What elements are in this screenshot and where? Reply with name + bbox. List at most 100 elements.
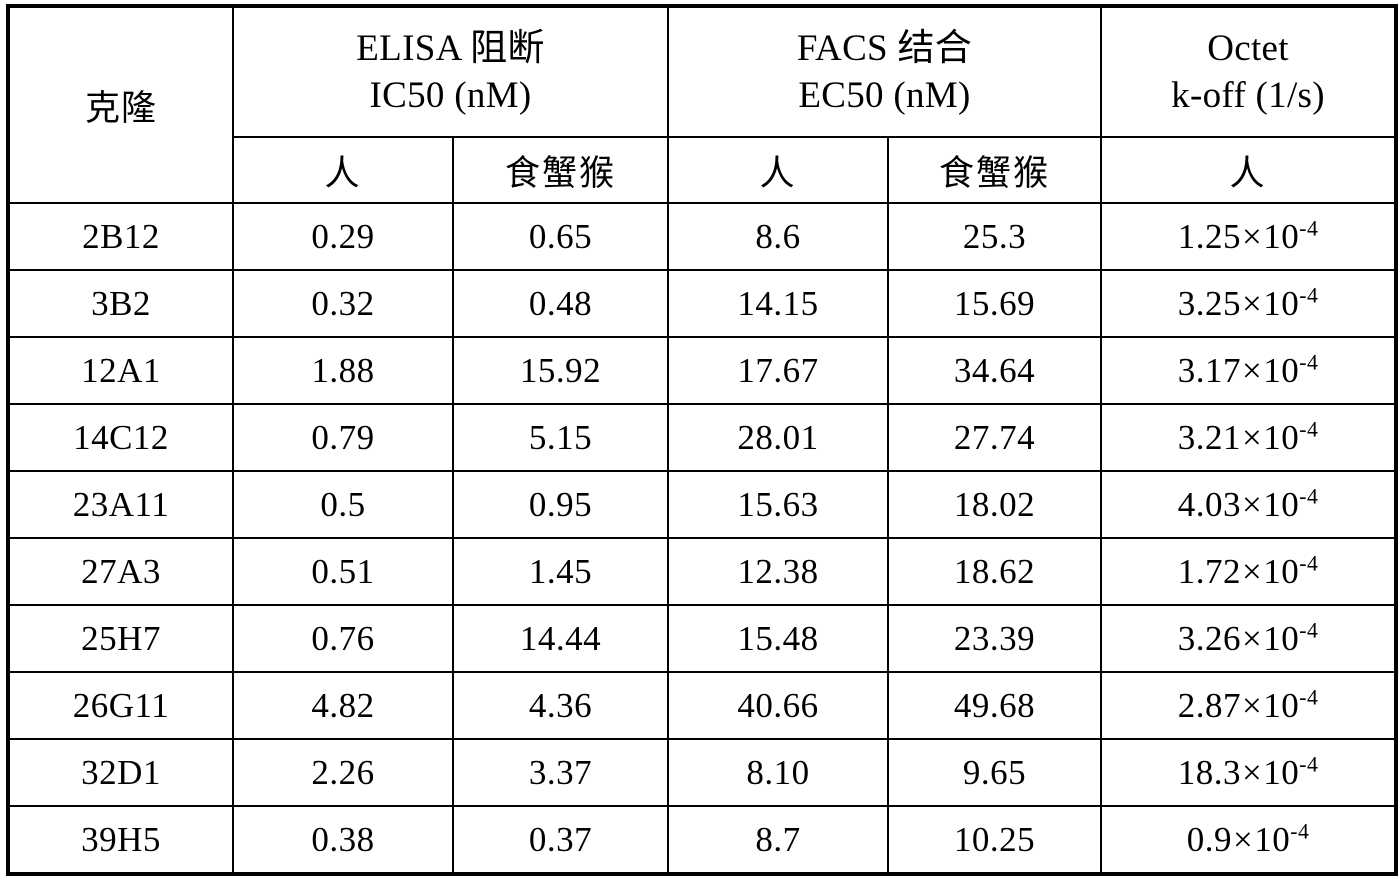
cell-octet-koff: 18.3×10-4 [1101,739,1396,806]
facs-header-line2: EC50 (nM) [669,72,1100,119]
table-row: 14C12 0.79 5.15 28.01 27.74 3.21×10-4 [8,404,1396,471]
cell-elisa-human: 0.38 [233,806,453,874]
octet-exponent: -4 [1299,216,1318,240]
table-row: 2B12 0.29 0.65 8.6 25.3 1.25×10-4 [8,203,1396,270]
cell-elisa-human: 2.26 [233,739,453,806]
cell-facs-human: 15.63 [668,471,888,538]
octet-base: 10 [1263,552,1299,591]
octet-exponent: -4 [1299,551,1318,575]
octet-mantissa: 1.72 [1178,552,1241,591]
cell-elisa-human: 0.76 [233,605,453,672]
cell-elisa-human: 0.5 [233,471,453,538]
table-row: 12A1 1.88 15.92 17.67 34.64 3.17×10-4 [8,337,1396,404]
cell-facs-human: 8.10 [668,739,888,806]
cell-octet-koff: 3.26×10-4 [1101,605,1396,672]
octet-exponent: -4 [1290,819,1309,843]
cell-facs-human: 8.6 [668,203,888,270]
table-row: 27A3 0.51 1.45 12.38 18.62 1.72×10-4 [8,538,1396,605]
cell-clone: 12A1 [8,337,233,404]
cell-octet-koff: 3.17×10-4 [1101,337,1396,404]
cell-octet-koff: 1.72×10-4 [1101,538,1396,605]
cell-elisa-human: 0.79 [233,404,453,471]
cell-facs-cyno: 15.69 [888,270,1101,337]
cell-facs-cyno: 9.65 [888,739,1101,806]
column-group-header-octet: Octet k-off (1/s) [1101,6,1396,137]
cell-facs-human: 8.7 [668,806,888,874]
cell-clone: 23A11 [8,471,233,538]
multiply-symbol: × [1241,418,1263,457]
column-group-header-facs: FACS 结合 EC50 (nM) [668,6,1101,137]
octet-base: 10 [1263,217,1299,256]
octet-mantissa: 4.03 [1178,485,1241,524]
column-group-header-elisa: ELISA 阻断 IC50 (nM) [233,6,668,137]
cell-clone: 26G11 [8,672,233,739]
table-row: 39H5 0.38 0.37 8.7 10.25 0.9×10-4 [8,806,1396,874]
octet-base: 10 [1263,284,1299,323]
table-container: 克隆 ELISA 阻断 IC50 (nM) FACS 结合 EC50 (nM) … [0,0,1398,858]
cell-octet-koff: 0.9×10-4 [1101,806,1396,874]
table-body: 2B12 0.29 0.65 8.6 25.3 1.25×10-4 3B2 0.… [8,203,1396,874]
table-header: 克隆 ELISA 阻断 IC50 (nM) FACS 结合 EC50 (nM) … [8,6,1396,203]
cell-octet-koff: 2.87×10-4 [1101,672,1396,739]
cell-clone: 2B12 [8,203,233,270]
table-row: 32D1 2.26 3.37 8.10 9.65 18.3×10-4 [8,739,1396,806]
octet-exponent: -4 [1299,350,1318,374]
cell-elisa-human: 0.51 [233,538,453,605]
subheader-facs-human: 人 [668,137,888,203]
header-row-groups: 克隆 ELISA 阻断 IC50 (nM) FACS 结合 EC50 (nM) … [8,6,1396,137]
cell-elisa-human: 0.29 [233,203,453,270]
subheader-octet-human: 人 [1101,137,1396,203]
multiply-symbol: × [1241,753,1263,792]
cell-elisa-cyno: 4.36 [453,672,668,739]
octet-exponent: -4 [1299,283,1318,307]
cell-elisa-human: 0.32 [233,270,453,337]
multiply-symbol: × [1241,686,1263,725]
multiply-symbol: × [1241,217,1263,256]
table-row: 25H7 0.76 14.44 15.48 23.39 3.26×10-4 [8,605,1396,672]
table-row: 26G11 4.82 4.36 40.66 49.68 2.87×10-4 [8,672,1396,739]
octet-header-line2: k-off (1/s) [1102,72,1394,119]
multiply-symbol: × [1232,820,1254,859]
octet-exponent: -4 [1299,752,1318,776]
octet-mantissa: 3.21 [1178,418,1241,457]
multiply-symbol: × [1241,284,1263,323]
octet-base: 10 [1263,753,1299,792]
octet-mantissa: 1.25 [1178,217,1241,256]
octet-exponent: -4 [1299,618,1318,642]
multiply-symbol: × [1241,485,1263,524]
cell-elisa-cyno: 0.65 [453,203,668,270]
cell-octet-koff: 3.25×10-4 [1101,270,1396,337]
cell-facs-cyno: 23.39 [888,605,1101,672]
subheader-facs-cyno: 食蟹猴 [888,137,1101,203]
octet-mantissa: 3.26 [1178,619,1241,658]
cell-elisa-cyno: 1.45 [453,538,668,605]
cell-facs-cyno: 27.74 [888,404,1101,471]
octet-mantissa: 2.87 [1178,686,1241,725]
cell-octet-koff: 1.25×10-4 [1101,203,1396,270]
cell-facs-human: 17.67 [668,337,888,404]
cell-elisa-cyno: 0.95 [453,471,668,538]
cell-clone: 25H7 [8,605,233,672]
cell-elisa-cyno: 0.37 [453,806,668,874]
octet-exponent: -4 [1299,417,1318,441]
octet-mantissa: 18.3 [1178,753,1241,792]
cell-elisa-cyno: 3.37 [453,739,668,806]
subheader-elisa-cyno: 食蟹猴 [453,137,668,203]
column-header-clone: 克隆 [8,6,233,203]
multiply-symbol: × [1241,552,1263,591]
cell-elisa-cyno: 0.48 [453,270,668,337]
cell-facs-cyno: 25.3 [888,203,1101,270]
antibody-clone-affinity-table: 克隆 ELISA 阻断 IC50 (nM) FACS 结合 EC50 (nM) … [6,4,1398,876]
cell-facs-cyno: 10.25 [888,806,1101,874]
octet-base: 10 [1263,418,1299,457]
cell-clone: 14C12 [8,404,233,471]
cell-facs-cyno: 34.64 [888,337,1101,404]
cell-clone: 32D1 [8,739,233,806]
elisa-header-line1: ELISA 阻断 [234,25,667,72]
table-row: 23A11 0.5 0.95 15.63 18.02 4.03×10-4 [8,471,1396,538]
elisa-header-line2: IC50 (nM) [234,72,667,119]
octet-mantissa: 3.25 [1178,284,1241,323]
cell-facs-human: 15.48 [668,605,888,672]
cell-facs-cyno: 49.68 [888,672,1101,739]
cell-elisa-human: 1.88 [233,337,453,404]
